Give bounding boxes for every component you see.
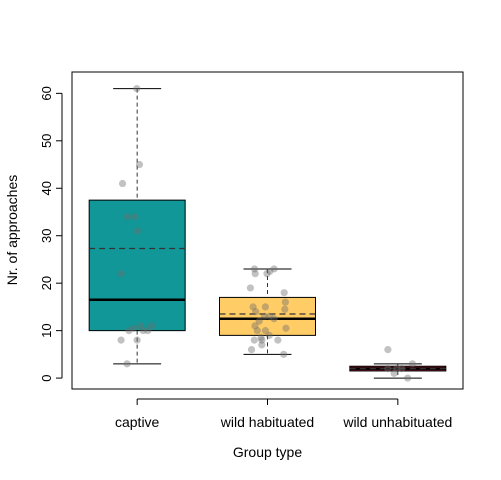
data-point (123, 213, 132, 221)
data-point (390, 369, 398, 377)
data-point (260, 312, 269, 320)
boxes-layer (88, 88, 447, 379)
data-point (250, 265, 259, 273)
data-point (144, 327, 152, 335)
data-point (255, 317, 263, 325)
data-point (281, 298, 289, 306)
data-point (270, 265, 278, 273)
points-layer (117, 85, 417, 382)
data-point (133, 85, 141, 93)
data-point (282, 324, 290, 332)
data-point (384, 364, 392, 373)
data-point (404, 374, 412, 382)
data-point (258, 341, 266, 349)
x-tick-label: wild unhabituated (342, 414, 452, 430)
y-tick-label: 20 (39, 276, 54, 290)
data-point (249, 303, 257, 311)
data-point (251, 270, 259, 278)
data-point (258, 336, 266, 344)
data-point (135, 160, 144, 169)
data-point (251, 322, 259, 330)
y-tick-label: 60 (39, 86, 54, 100)
data-point (393, 364, 401, 373)
data-point (130, 324, 138, 332)
data-point (253, 327, 261, 335)
data-point (266, 267, 274, 275)
box-iqr (88, 199, 186, 332)
data-point (136, 322, 145, 330)
data-point (257, 334, 265, 342)
data-point (280, 350, 288, 358)
y-tick-label: 50 (39, 134, 54, 148)
data-point (261, 303, 269, 311)
data-point (147, 322, 156, 330)
data-point (246, 284, 255, 292)
x-axis-label: Group type (233, 444, 302, 460)
data-point (281, 305, 289, 313)
y-tick-label: 40 (39, 181, 54, 195)
data-point (261, 327, 270, 335)
y-tick-label: 10 (39, 323, 54, 337)
data-point (398, 364, 406, 373)
data-point (274, 336, 282, 344)
data-point (133, 227, 142, 235)
y-axis-label: Nr. of approaches (4, 175, 20, 286)
x-tick-label: wild habituated (220, 414, 314, 430)
data-point (133, 336, 141, 344)
box-iqr (219, 296, 316, 336)
data-point (118, 179, 127, 188)
data-point (384, 346, 392, 354)
data-point (123, 360, 131, 368)
plot-frame (71, 71, 464, 390)
axes-layer: 0 10 20 30 40 50 60 captive wild habituated wild … (39, 86, 452, 430)
data-point (125, 327, 133, 335)
x-tick-label: captive (115, 414, 160, 430)
data-point (265, 312, 274, 320)
data-point (263, 270, 271, 278)
y-tick-label: 30 (39, 228, 54, 242)
data-point (250, 336, 258, 344)
data-point (139, 327, 147, 335)
data-point (117, 270, 125, 278)
data-point (247, 346, 256, 354)
data-point (252, 308, 260, 316)
data-point (280, 289, 288, 297)
y-tick-label: 0 (39, 374, 54, 381)
data-point (270, 315, 278, 323)
data-point (265, 331, 273, 339)
data-point (131, 213, 139, 221)
data-point (408, 360, 417, 368)
data-point (117, 336, 125, 344)
